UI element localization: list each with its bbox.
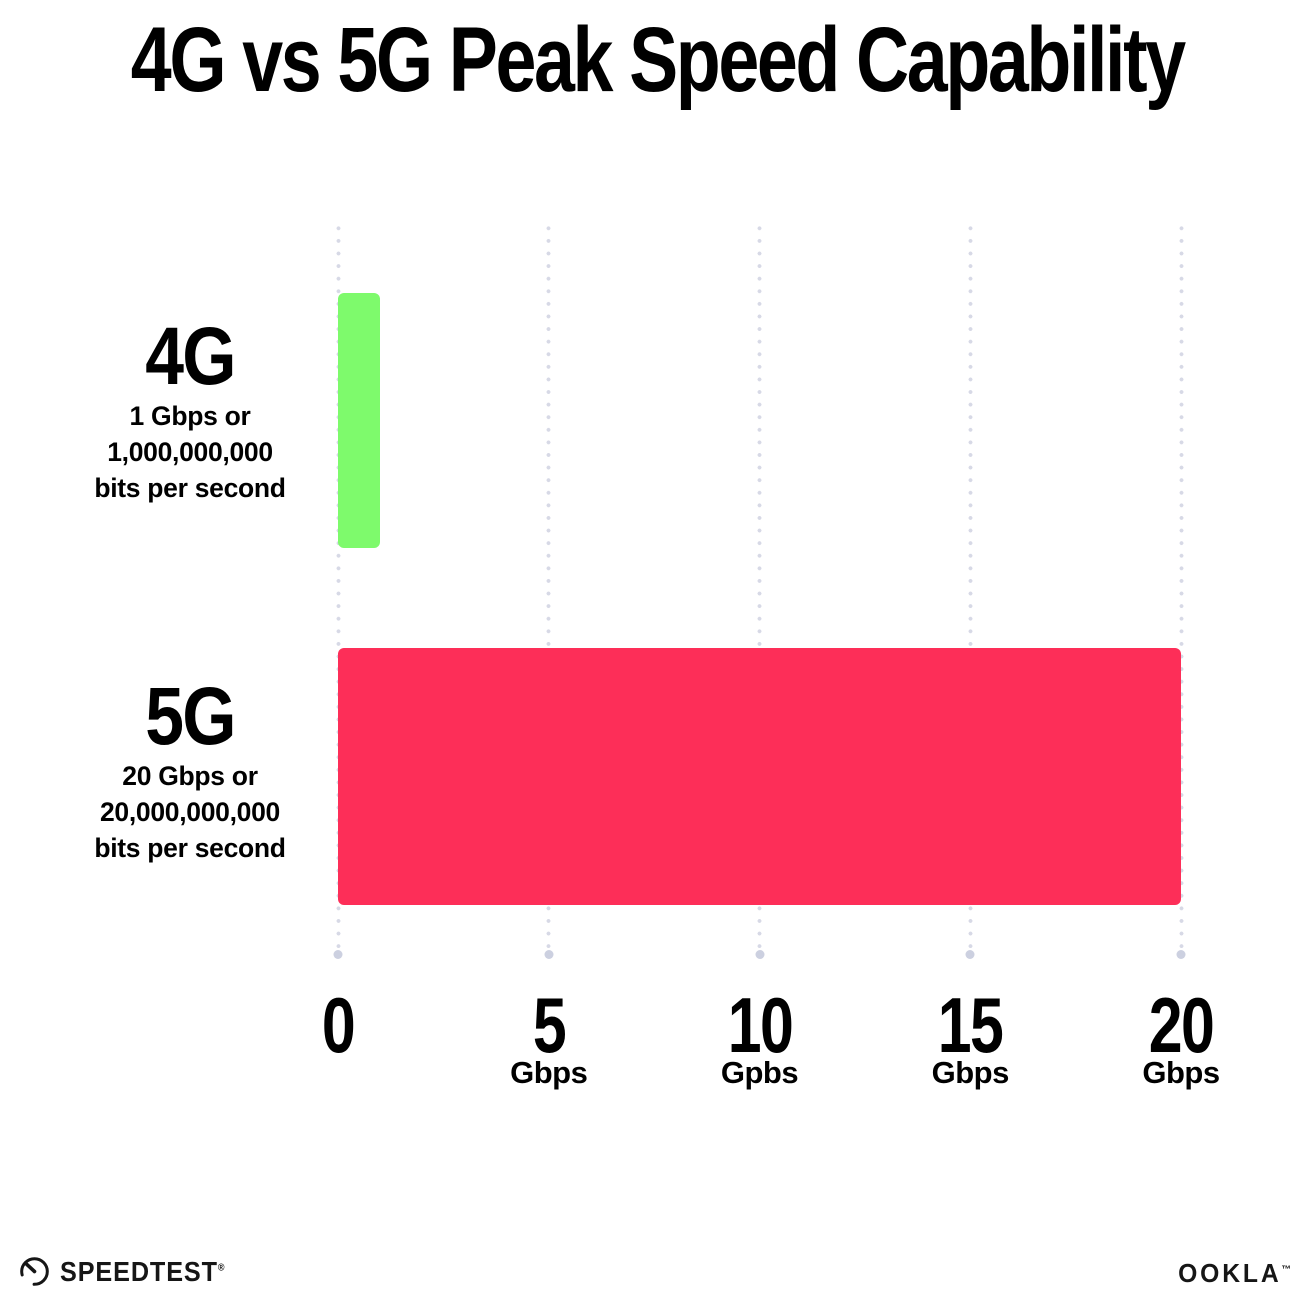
row-label-5g-sub2: 20,000,000,000: [99, 797, 280, 828]
gridline-20: [1178, 222, 1184, 948]
x-tick-unit-10: Gpbs: [720, 1055, 799, 1090]
row-label-5g-description: 20 Gbps or 20,000,000,000 bits per secon…: [35, 758, 345, 866]
row-label-4g-sub3: bits per second: [94, 473, 286, 504]
speedtest-wordmark-text: SPEEDTEST: [60, 1255, 218, 1287]
x-tick-unit-20: Gbps: [1142, 1055, 1220, 1090]
chart-title: 4G vs 5G Peak Speed Capability: [130, 9, 1186, 111]
bar-4g: [338, 293, 381, 548]
speedtest-wordmark: SPEEDTEST®: [60, 1256, 225, 1288]
x-tick-label-0: 0: [321, 981, 356, 1069]
x-tick-label-10: 10: [727, 981, 793, 1069]
gridline-10: [757, 222, 762, 948]
speedtest-logo: SPEEDTEST®: [18, 1255, 244, 1288]
gridline-0: [335, 222, 341, 948]
gridline-5: [546, 222, 552, 948]
bar-5g: [338, 648, 1181, 905]
ookla-wordmark-text: OOKLA: [1178, 1258, 1282, 1288]
ookla-trademark: ™: [1281, 1264, 1294, 1276]
x-tick-unit-15: Gbps: [931, 1055, 1010, 1090]
row-label-4g-description: 1 Gbps or 1,000,000,000 bits per second: [35, 398, 345, 506]
row-label-5g: 5G 20 Gbps or 20,000,000,000 bits per se…: [35, 676, 345, 866]
ookla-logo: OOKLA™: [1178, 1258, 1294, 1289]
row-label-4g: 4G 1 Gbps or 1,000,000,000 bits per seco…: [35, 316, 345, 506]
row-label-5g-title: 5G: [145, 671, 236, 762]
row-label-5g-sub3: bits per second: [94, 833, 286, 864]
gridline-15: [967, 222, 973, 948]
row-label-4g-sub2: 1,000,000,000: [107, 437, 273, 468]
speedtest-gauge-icon: [18, 1255, 51, 1288]
x-tick-label-15: 15: [937, 981, 1004, 1069]
row-label-4g-title: 4G: [145, 311, 236, 402]
x-tick-label-20: 20: [1148, 981, 1215, 1069]
speedtest-trademark: ®: [217, 1262, 226, 1274]
x-tick-label-5: 5: [532, 981, 567, 1069]
x-tick-unit-5: Gbps: [510, 1055, 588, 1090]
row-label-5g-sub1: 20 Gbps or: [122, 761, 258, 791]
row-label-4g-sub1: 1 Gbps or: [129, 401, 251, 431]
